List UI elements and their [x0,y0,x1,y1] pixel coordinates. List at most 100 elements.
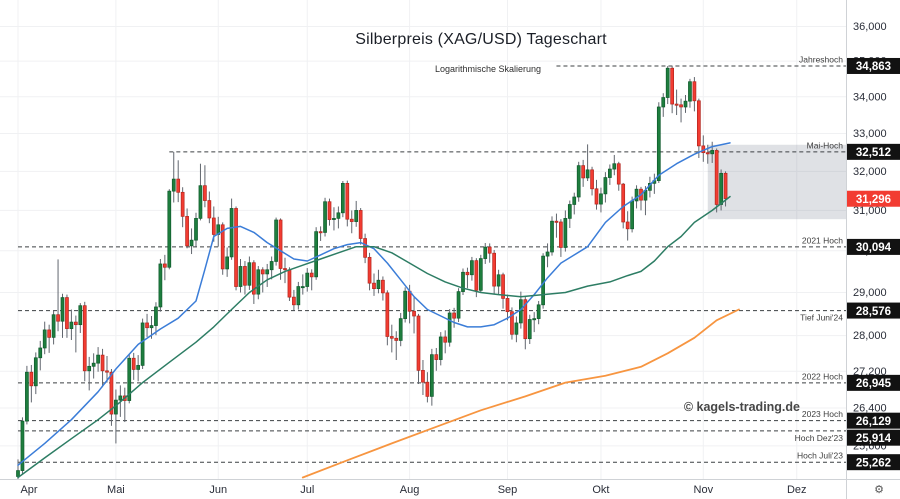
candle-up [576,165,581,198]
candle-up [149,325,154,329]
candle-down [394,337,399,341]
candle-up [483,246,488,259]
level-price-badge [847,302,900,319]
candle-up [296,286,301,306]
candle-down [443,336,448,343]
candle-up [238,266,243,287]
level-label: Hoch Juli'23 [797,451,843,461]
candle-up [127,357,132,401]
candle-down [131,357,136,370]
candle-up [194,218,198,241]
candle-up [171,178,176,192]
candle-down [220,224,225,270]
candle-down [180,191,185,217]
candle-down [260,269,265,275]
candle-up [51,314,56,338]
candle-up [514,322,519,335]
time-axis-labels: Apr Mai Jun Jul Aug Sep Okt Nov Dez [20,484,806,496]
candle-up [87,365,92,372]
gear-icon[interactable]: ⚙ [874,483,884,496]
candle-down [465,271,470,276]
candle-up [456,291,461,319]
y-tick-label: 29,000 [853,287,887,299]
candle-up [545,251,550,257]
level-label: Mai-Hoch [807,140,844,150]
candle-down [474,260,479,291]
candle-down [381,279,385,294]
plot-area[interactable]: Jahreshoch Mai-Hoch 2021 Hoch Tief Juni'24 2… [0,0,846,489]
candle-down [358,210,363,239]
ma-fast-blue [17,142,731,466]
candle-down [176,178,181,193]
candle-down [696,100,701,147]
candle-up [247,262,252,286]
candle-down [363,238,367,258]
candle-down [389,336,394,339]
candle-down [385,292,390,337]
month-label: Apr [20,484,37,496]
candle-up [532,318,537,321]
candle-up [541,255,545,306]
candle-up [688,81,692,102]
candle-down [594,188,599,205]
month-label: Jun [209,484,227,496]
candle-up [20,420,25,471]
candle-up [323,201,327,233]
candle-up [336,212,341,219]
month-label: Okt [592,484,609,496]
level-price-badge [847,374,900,391]
candle-down [723,172,728,199]
badge-value: 34,863 [856,61,891,73]
candle-down [621,183,626,223]
candle-up [78,305,83,326]
candle-up [274,219,278,262]
candle-up [38,347,43,359]
candle-down [211,217,216,235]
candle-down [287,269,292,298]
badge-value: 25,914 [856,433,892,445]
candle-down [501,274,505,299]
time-axis[interactable] [0,479,846,499]
level-price-badge [847,454,900,471]
candle-down [714,150,719,205]
price-axis[interactable] [846,0,900,479]
y-tick-label: 31,000 [853,205,887,217]
candle-down [407,290,412,312]
candle-down [163,263,167,268]
month-label: Nov [694,484,714,496]
ma-mid-teal [17,195,731,479]
badge-value: 25,262 [856,457,891,469]
candle-up [16,470,20,477]
candle-up [305,272,310,287]
month-label: Sep [498,484,518,496]
candle-down [616,163,621,185]
candle-up [572,196,577,205]
candle-up [96,354,100,364]
candle-up [136,365,140,370]
candle-down [292,296,296,306]
candle-up [158,263,163,308]
candle-down [372,282,376,289]
candle-up [60,297,65,322]
grid-layer [0,0,846,479]
candle-up [403,290,407,319]
candle-up [25,371,29,422]
candle-up [603,177,608,195]
candle-up [354,210,359,222]
candles-layer [16,66,728,479]
highlight-zone [707,144,846,220]
candle-up [198,185,203,219]
candle-up [189,239,194,247]
candle-up [376,279,381,289]
candle-up [398,318,403,341]
month-label: Jul [300,484,314,496]
candle-down [416,315,421,371]
candle-down [692,81,697,102]
level-label: 2023 Hoch [802,409,843,419]
candle-down [109,371,114,415]
candle-up [265,269,270,275]
candle-down [327,201,332,220]
ma-slow-orange [301,308,740,479]
